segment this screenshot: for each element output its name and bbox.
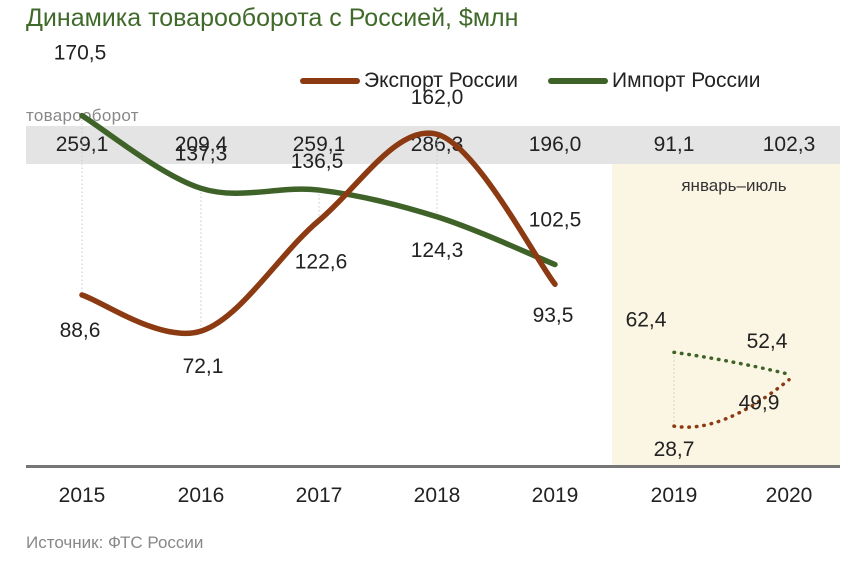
export-data-label: 72,1 [183, 355, 224, 378]
import-series-line [79, 112, 558, 268]
total-value: 196,0 [528, 133, 582, 156]
import-data-label: 124,3 [411, 239, 464, 262]
export-data-label: 49,9 [739, 392, 780, 415]
export-data-label: 28,7 [654, 438, 695, 461]
x-tick-label: 2017 [295, 484, 343, 507]
x-tick-label: 2019 [650, 484, 698, 507]
export-data-label: 93,5 [533, 304, 574, 327]
import-partial-period-line [672, 350, 791, 376]
import-data-label: 52,4 [747, 330, 788, 353]
x-tick-label: 2016 [177, 484, 225, 507]
legend-label-import: Импорт России [611, 69, 761, 92]
export-data-label: 162,0 [411, 86, 464, 109]
export-series-line [79, 130, 558, 336]
legend-label-export: Экспорт России [364, 69, 518, 92]
export-data-label: 122,6 [295, 251, 348, 274]
partial-period-highlight [612, 164, 840, 466]
x-axis-line [26, 465, 840, 468]
total-value: 91,1 [653, 133, 695, 156]
legend-swatch-export [300, 78, 360, 84]
import-data-label: 170,5 [54, 42, 107, 65]
export-partial-period-line [672, 377, 791, 429]
x-tick-label: 2015 [58, 484, 106, 507]
import-data-label: 102,5 [529, 209, 582, 232]
import-data-label: 137,3 [175, 142, 228, 165]
x-tick-label: 2020 [765, 484, 813, 507]
export-data-label: 88,6 [60, 319, 101, 342]
chart-title: Динамика товарооборота с Россией, $млн [26, 4, 519, 32]
x-tick-label: 2019 [531, 484, 579, 507]
legend-swatch-import [547, 78, 608, 84]
total-value: 102,3 [762, 133, 816, 156]
import-data-label: 136,5 [291, 150, 344, 173]
legend-item-import: Импорт России [547, 69, 761, 93]
total-value: 209,4 [174, 133, 228, 156]
total-value: 259,1 [292, 133, 346, 156]
x-tick-label: 2018 [413, 484, 461, 507]
partial-period-label: январь–июль [681, 176, 787, 195]
legend: Экспорт России Импорт России [300, 68, 760, 94]
legend-item-export: Экспорт России [300, 69, 518, 93]
import-data-label: 62,4 [626, 308, 667, 331]
source-note: Источник: ФТС России [26, 533, 204, 552]
